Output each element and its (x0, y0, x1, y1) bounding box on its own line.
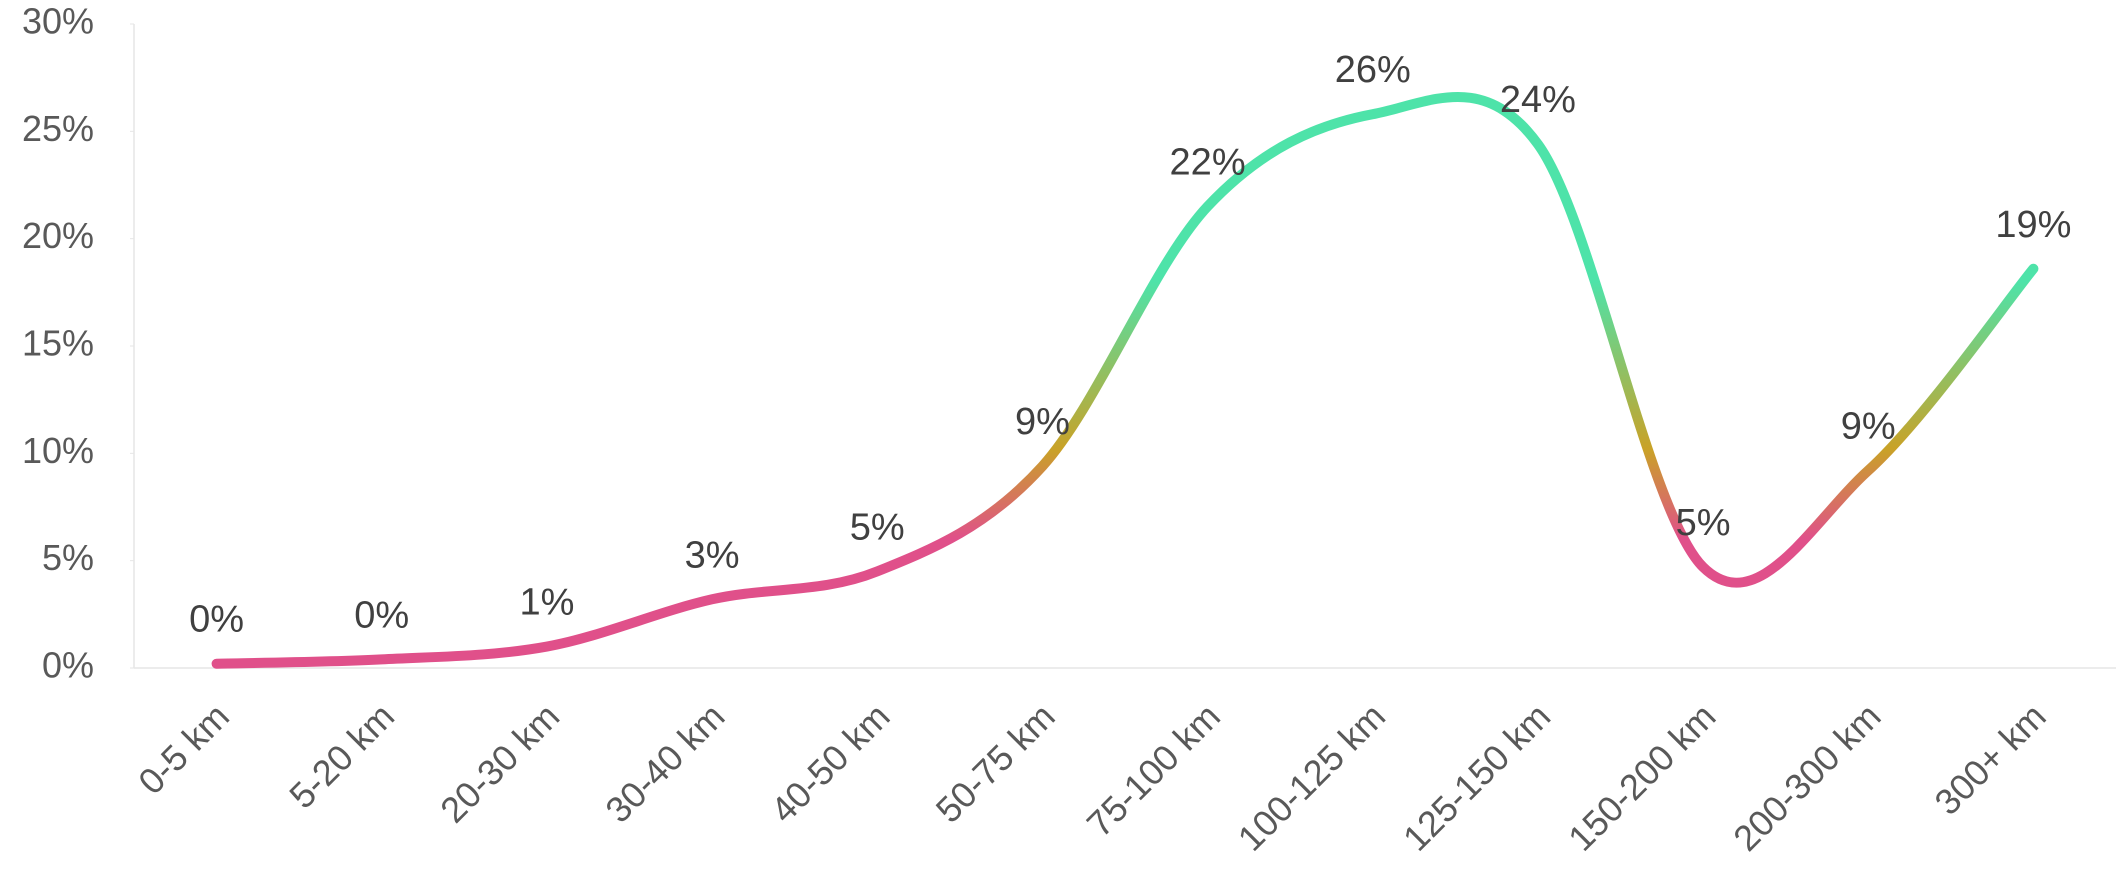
data-label: 0% (189, 599, 244, 641)
data-label: 26% (1335, 49, 1411, 91)
line (211, 92, 2039, 669)
y-tick-label: 5% (42, 537, 94, 578)
data-label: 19% (1995, 204, 2071, 246)
x-tick-label: 5-20 km (281, 695, 402, 816)
y-tick-label: 20% (22, 215, 94, 256)
y-tick-label: 30% (22, 1, 94, 42)
x-tick-label: 150-200 km (1560, 695, 1723, 858)
x-tick-label: 50-75 km (928, 695, 1063, 830)
x-tick-label: 40-50 km (763, 695, 898, 830)
y-tick-label: 25% (22, 108, 94, 149)
x-tick-label: 125-150 km (1395, 695, 1558, 858)
data-label: 9% (1015, 401, 1070, 443)
data-label: 3% (685, 534, 740, 576)
x-tick-label: 20-30 km (432, 695, 567, 830)
data-label: 5% (1676, 502, 1731, 544)
data-label: 22% (1170, 141, 1246, 183)
y-tick-label: 0% (42, 645, 94, 686)
x-tick-label: 30-40 km (597, 695, 732, 830)
x-tick-label: 100-125 km (1230, 695, 1393, 858)
y-tick-label: 15% (22, 323, 94, 364)
data-label: 9% (1841, 406, 1896, 448)
data-label: 0% (354, 594, 409, 636)
data-label: 1% (519, 582, 574, 624)
x-tick-label: 75-100 km (1079, 695, 1228, 844)
data-label: 5% (850, 506, 905, 548)
data-label: 24% (1500, 79, 1576, 121)
x-tick-label: 300+ km (1926, 695, 2053, 822)
x-tick-label: 0-5 km (130, 695, 237, 802)
y-tick-label: 10% (22, 430, 94, 471)
x-tick-label: 200-300 km (1725, 695, 1888, 858)
